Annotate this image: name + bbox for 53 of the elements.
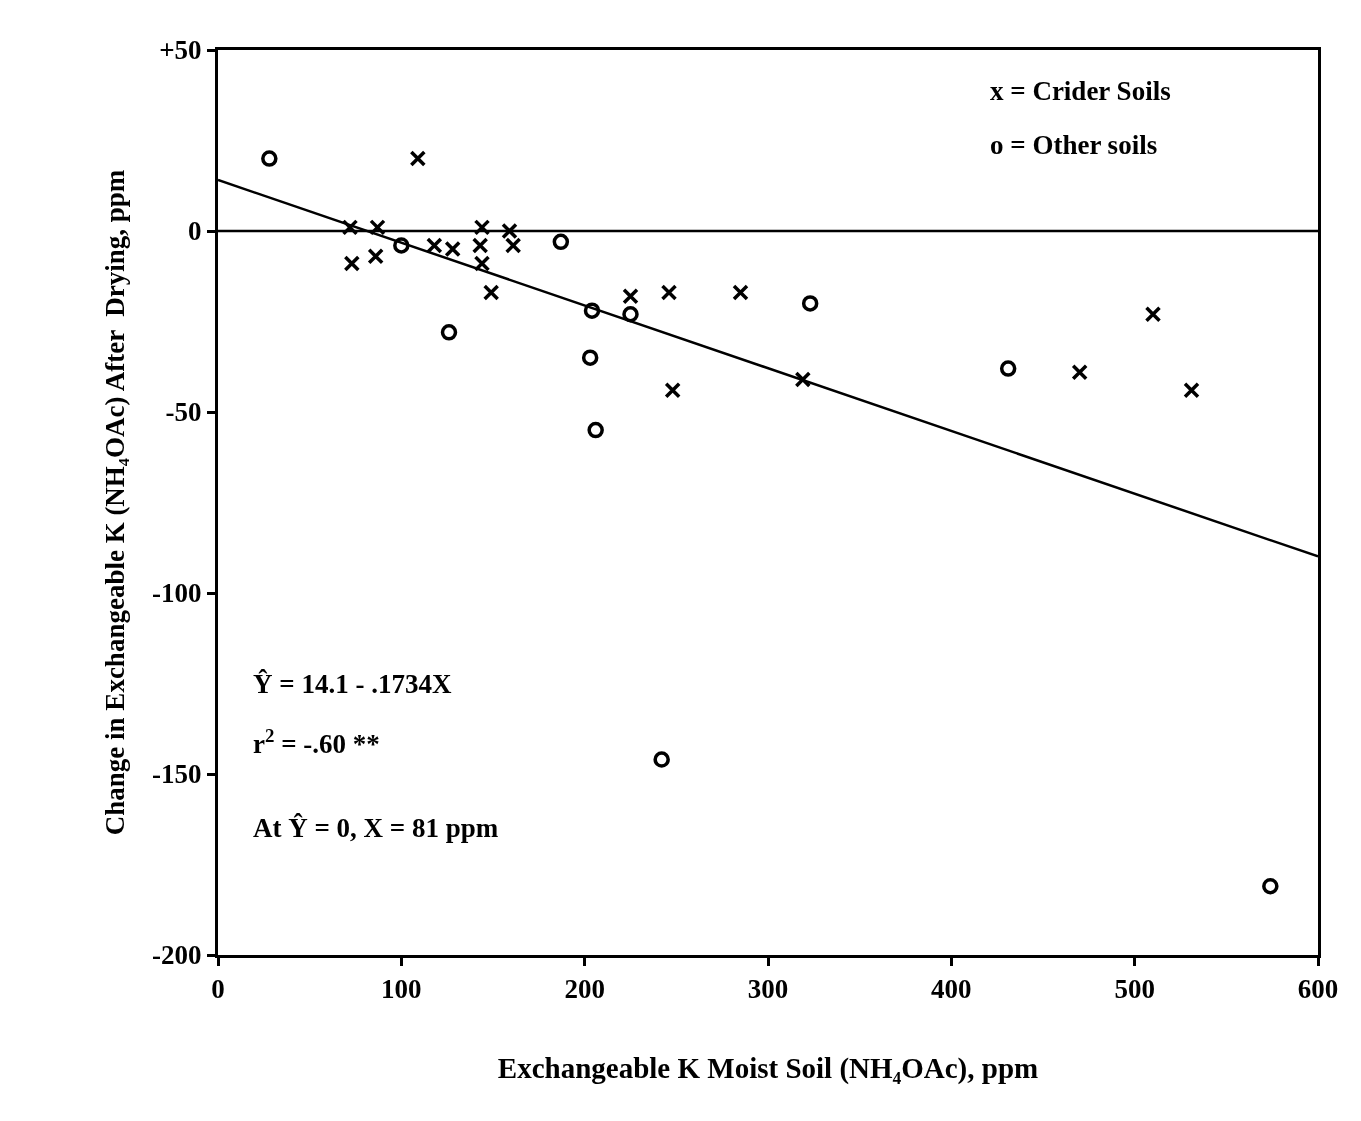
point	[444, 240, 461, 258]
point	[341, 219, 359, 236]
y-tick-label: +50	[159, 35, 202, 66]
point	[409, 150, 427, 167]
x-tick-label: 300	[747, 974, 789, 1005]
point	[801, 295, 819, 312]
point	[732, 284, 749, 301]
point	[583, 302, 601, 319]
point	[999, 360, 1017, 377]
point	[1071, 363, 1088, 381]
point	[581, 349, 599, 366]
point	[1262, 877, 1279, 895]
annotation: At Ŷ = 0, X = 81 ppm	[253, 813, 499, 843]
point	[261, 150, 278, 167]
x-tick-label: 600	[1297, 974, 1339, 1005]
point	[622, 306, 639, 323]
point	[473, 255, 491, 272]
x-axis-title: Exchangeable K Moist Soil (NH₄OAc), ppm	[497, 1052, 1039, 1086]
point	[664, 382, 681, 399]
y-tick-label: -50	[165, 397, 202, 428]
point	[552, 233, 570, 251]
annotation: x = Crider Soils	[990, 76, 1171, 106]
x-tick-label: 100	[381, 974, 422, 1005]
x-tick-label: 0	[211, 974, 225, 1005]
point	[343, 255, 361, 272]
point	[471, 237, 489, 254]
point	[1144, 306, 1162, 323]
point	[794, 371, 812, 388]
y-tick-label: -150	[152, 759, 202, 790]
annotation: Ŷ = 14.1 - .1734X	[253, 669, 452, 699]
point	[482, 284, 500, 301]
point	[653, 751, 670, 768]
point	[622, 287, 639, 305]
point	[587, 421, 604, 439]
annotation: r$^{2}$ = -.60 **	[253, 725, 380, 760]
y-tick-label: -100	[152, 578, 202, 609]
x-tick-label: 400	[931, 974, 972, 1005]
point	[369, 219, 386, 236]
point	[473, 219, 491, 236]
y-tick-label: 0	[188, 216, 202, 247]
x-tick-label: 500	[1114, 974, 1155, 1005]
point	[426, 237, 443, 254]
y-tick-label: -200	[152, 940, 202, 971]
point	[367, 248, 384, 265]
point	[393, 237, 410, 254]
point	[660, 284, 678, 301]
point	[501, 222, 518, 240]
x-tick-label: 200	[564, 974, 605, 1005]
point	[440, 324, 458, 341]
y-axis-title: Change in Exchangeable K (NH₄OAc) After Drying, ppm	[100, 169, 131, 836]
point	[504, 237, 522, 254]
annotation: o = Other soils	[990, 130, 1158, 160]
point	[1183, 382, 1200, 399]
